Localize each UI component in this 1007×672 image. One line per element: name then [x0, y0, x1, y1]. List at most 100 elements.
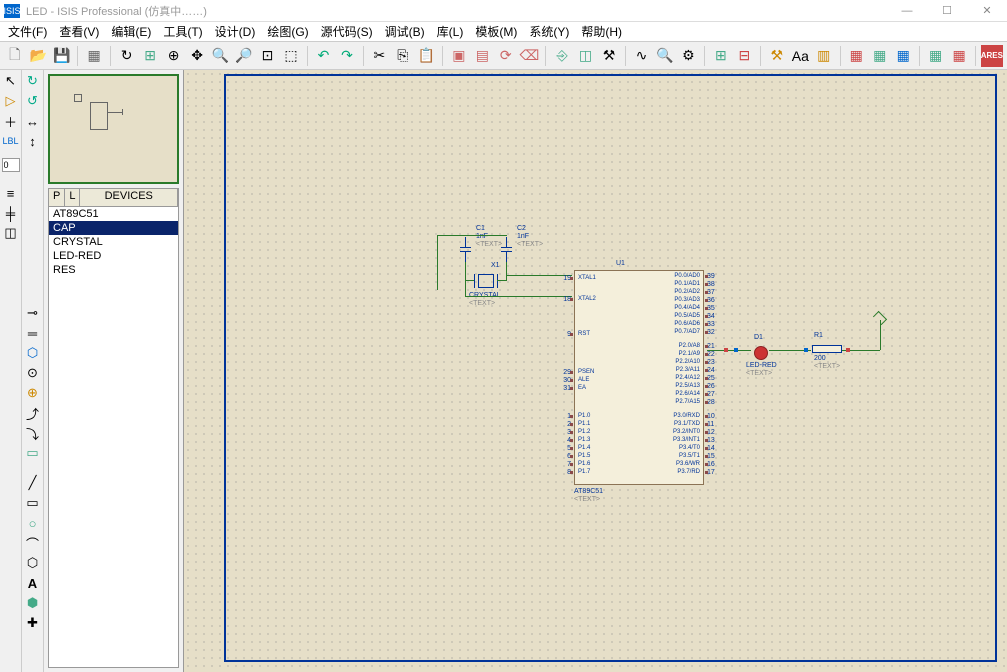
terminal-icon[interactable]: ⊸ — [24, 304, 42, 322]
block-rotate-icon[interactable]: ⟳ — [495, 45, 516, 67]
bus-icon[interactable]: ╪ — [2, 204, 20, 222]
pin-number: 17 — [707, 469, 731, 477]
wire-label-icon[interactable]: LBL — [2, 132, 20, 150]
zoom-out-icon[interactable]: 🔎 — [233, 45, 254, 67]
block-move-icon[interactable]: ▤ — [472, 45, 493, 67]
block-copy-icon[interactable]: ▣ — [448, 45, 469, 67]
redo-icon[interactable]: ↷ — [336, 45, 357, 67]
menu-design[interactable]: 设计(D) — [209, 23, 262, 40]
flip-v-icon[interactable]: ↕ — [24, 132, 42, 150]
menu-draw[interactable]: 绘图(G) — [261, 23, 314, 40]
tool-3-icon[interactable]: ▥ — [813, 45, 834, 67]
pick-icon[interactable]: ⎆ — [551, 45, 572, 67]
pin-number: 7 — [547, 461, 571, 469]
new-icon[interactable]: 🗋 — [4, 45, 25, 67]
symbol-icon[interactable]: ⬢ — [24, 594, 42, 612]
menu-system[interactable]: 系统(Y) — [523, 23, 575, 40]
menu-file[interactable]: 文件(F) — [2, 23, 53, 40]
grid-icon[interactable]: ⊞ — [139, 45, 160, 67]
menu-source[interactable]: 源代码(S) — [315, 23, 379, 40]
path-icon[interactable]: ⬡ — [24, 554, 42, 572]
zoom-in-icon[interactable]: 🔍 — [210, 45, 231, 67]
pin-label: P0.5/AD5 — [674, 313, 700, 319]
property-icon[interactable]: ⚙ — [678, 45, 699, 67]
subcircuit-icon[interactable]: ◫ — [2, 224, 20, 242]
compare-icon[interactable]: ▦ — [948, 45, 969, 67]
copy-icon[interactable]: ⎘ — [392, 45, 413, 67]
undo-icon[interactable]: ↶ — [313, 45, 334, 67]
script-icon[interactable]: ≡ — [2, 184, 20, 202]
text-icon[interactable]: A — [24, 574, 42, 592]
component-icon[interactable]: ▷ — [2, 92, 20, 110]
pin-label: P2.7/A15 — [675, 399, 700, 405]
tape-icon[interactable]: ⊙ — [24, 364, 42, 382]
search-icon[interactable]: 🔍 — [654, 45, 675, 67]
device-item[interactable]: LED-RED — [49, 249, 178, 263]
zoom-area-icon[interactable]: ⬚ — [280, 45, 301, 67]
rotate-ccw-icon[interactable]: ↺ — [24, 92, 42, 110]
menu-debug[interactable]: 调试(B) — [379, 23, 431, 40]
close-button[interactable]: ✕ — [967, 0, 1007, 22]
status-box[interactable] — [2, 158, 20, 172]
device-item[interactable]: RES — [49, 263, 178, 277]
report-bom-icon[interactable]: ▦ — [846, 45, 867, 67]
instrument-icon[interactable]: ▭ — [24, 444, 42, 462]
generator-icon[interactable]: ⊕ — [24, 384, 42, 402]
print-area-icon[interactable]: ▦ — [83, 45, 104, 67]
marker-icon[interactable]: ✚ — [24, 614, 42, 632]
device-item[interactable]: CRYSTAL — [49, 235, 178, 249]
block-delete-icon[interactable]: ⌫ — [519, 45, 541, 67]
led-component[interactable] — [754, 346, 768, 360]
overview-map[interactable] — [48, 74, 179, 184]
save-icon[interactable]: 💾 — [51, 45, 72, 67]
pin-icon[interactable]: ═ — [24, 324, 42, 342]
resistor-component[interactable] — [812, 345, 842, 353]
tool-2-icon[interactable]: Aa — [790, 45, 811, 67]
open-icon[interactable]: 📂 — [27, 45, 48, 67]
refresh-icon[interactable]: ↻ — [116, 45, 137, 67]
probe-i-icon[interactable]: ⤵ — [24, 424, 42, 442]
zoom-all-icon[interactable]: ⊡ — [257, 45, 278, 67]
pin-label: P1.4 — [578, 445, 590, 451]
device-col-p[interactable]: P — [49, 189, 65, 206]
rotate-cw-icon[interactable]: ↻ — [24, 72, 42, 90]
decompose-icon[interactable]: ⚒ — [598, 45, 619, 67]
flip-h-icon[interactable]: ↔ — [24, 112, 42, 130]
probe-v-icon[interactable]: ⤴ — [24, 404, 42, 422]
new-sheet-icon[interactable]: ⊞ — [710, 45, 731, 67]
mcu-chip[interactable]: 19XTAL118XTAL29RST29PSEN30ALE31EA1P1.02P… — [574, 270, 704, 485]
netlist-icon[interactable]: ▦ — [925, 45, 946, 67]
wire-autorouter-icon[interactable]: ∿ — [631, 45, 652, 67]
device-col-l[interactable]: L — [65, 189, 80, 206]
menu-help[interactable]: 帮助(H) — [575, 23, 628, 40]
device-col-devices[interactable]: DEVICES — [80, 189, 178, 206]
menu-library[interactable]: 库(L) — [431, 23, 470, 40]
report-erc-icon[interactable]: ▦ — [869, 45, 890, 67]
minimize-button[interactable]: — — [887, 0, 927, 22]
menu-tools[interactable]: 工具(T) — [157, 23, 208, 40]
paste-icon[interactable]: 📋 — [416, 45, 437, 67]
menu-edit[interactable]: 编辑(E) — [105, 23, 157, 40]
graph-icon[interactable]: ⬡ — [24, 344, 42, 362]
pan-icon[interactable]: ✥ — [186, 45, 207, 67]
ares-icon[interactable]: ARES — [981, 45, 1003, 67]
junction-icon[interactable]: ＋ — [2, 112, 20, 130]
menu-view[interactable]: 查看(V) — [53, 23, 105, 40]
cut-icon[interactable]: ✂ — [369, 45, 390, 67]
device-item[interactable]: AT89C51 — [49, 207, 178, 221]
origin-icon[interactable]: ⊕ — [163, 45, 184, 67]
line-icon[interactable]: ╱ — [24, 474, 42, 492]
maximize-button[interactable]: ☐ — [927, 0, 967, 22]
report-net-icon[interactable]: ▦ — [892, 45, 913, 67]
menu-template[interactable]: 模板(M) — [469, 23, 523, 40]
pin-label: P0.2/AD2 — [674, 289, 700, 295]
package-icon[interactable]: ◫ — [575, 45, 596, 67]
tool-1-icon[interactable]: ⚒ — [766, 45, 787, 67]
selection-icon[interactable]: ↖ — [2, 72, 20, 90]
remove-sheet-icon[interactable]: ⊟ — [734, 45, 755, 67]
circle-icon[interactable]: ○ — [24, 514, 42, 532]
box-icon[interactable]: ▭ — [24, 494, 42, 512]
device-item[interactable]: CAP — [49, 221, 178, 235]
schematic-canvas[interactable]: C1 1nF <TEXT> C2 1nF <TEXT> X1 CRYSTAL <… — [184, 70, 1007, 672]
arc-icon[interactable]: ⌒ — [24, 534, 42, 552]
